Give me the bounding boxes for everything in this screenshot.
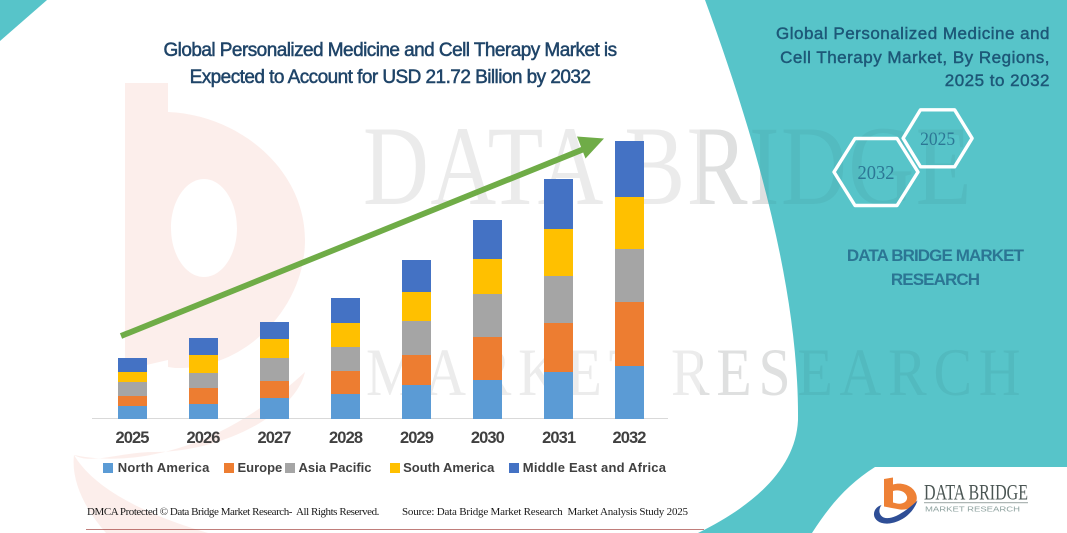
svg-text:2025: 2025 — [920, 129, 955, 150]
svg-text:2032: 2032 — [858, 162, 895, 184]
svg-text:MARKET RESEARCH: MARKET RESEARCH — [925, 507, 1020, 514]
svg-text:DATA BRIDGE: DATA BRIDGE — [924, 480, 1028, 505]
